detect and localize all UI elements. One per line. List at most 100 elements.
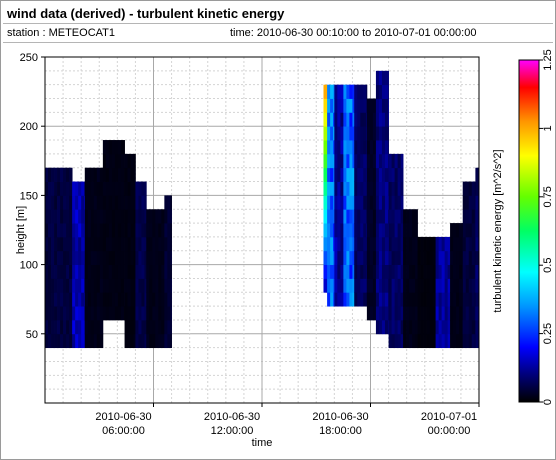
heatmap-cell (133, 333, 136, 349)
heatmap-cell (397, 250, 402, 265)
time-range-label: time: 2010-06-30 00:10:00 to 2010-07-01 … (230, 27, 477, 39)
heatmap-cell (352, 167, 355, 182)
heatmap-cell (394, 319, 399, 335)
heatmap-cell (357, 264, 361, 279)
heatmap-cell (57, 264, 61, 279)
heatmap-cell (447, 264, 451, 279)
heatmap-cell (381, 70, 386, 86)
heatmap-cell (453, 292, 457, 307)
heatmap-cell (340, 112, 344, 127)
heatmap-cell (417, 250, 421, 265)
heatmap-cell (403, 236, 407, 252)
heatmap-cell (51, 319, 55, 335)
heatmap-cell (394, 264, 399, 279)
heatmap-cell (90, 181, 95, 196)
heatmap-cell (462, 333, 467, 349)
heatmap-cell (444, 250, 449, 265)
heatmap-cell (99, 195, 104, 210)
heatmap-cell (90, 306, 95, 321)
heatmap-cell (141, 319, 145, 335)
heatmap-cell (417, 333, 421, 349)
heatmap-cell (144, 264, 147, 279)
heatmap-cell (397, 236, 402, 252)
heatmap-cell (366, 250, 368, 265)
heatmap-cell (420, 250, 424, 265)
heatmap-cell (354, 250, 358, 265)
heatmap-cell (90, 292, 95, 307)
heatmap-cell (450, 319, 454, 335)
heatmap-cell (343, 223, 347, 238)
heatmap-cell (60, 319, 64, 335)
heatmap-cell (120, 167, 125, 182)
heatmap-cell (378, 98, 383, 113)
heatmap-cell (146, 250, 150, 265)
heatmap-cell (354, 236, 358, 252)
heatmap-cell (81, 264, 85, 279)
heatmap-cell (130, 250, 135, 265)
heatmap-cell (84, 181, 86, 196)
heatmap-cell (161, 209, 165, 224)
heatmap-cell (323, 223, 327, 238)
heatmap-cell (164, 195, 168, 210)
heatmap-cell (363, 195, 367, 210)
heatmap-cell (75, 264, 79, 279)
heatmap-cell (397, 153, 402, 169)
heatmap-cell (327, 126, 331, 141)
heatmap-cell (158, 223, 162, 238)
heatmap-cell (387, 223, 389, 238)
heatmap-cell (99, 319, 104, 335)
heatmap-cell (409, 292, 413, 307)
heatmap-cell (108, 264, 113, 279)
heatmap-cell (381, 250, 386, 265)
heatmap-cell (149, 209, 153, 224)
heatmap-cell (164, 333, 168, 349)
heatmap-cell (152, 333, 156, 349)
heatmap-cell (146, 209, 150, 224)
heatmap-cell (138, 209, 142, 224)
heatmap-cell (133, 223, 136, 238)
heatmap-cell (453, 333, 457, 349)
heatmap-cell (327, 223, 331, 238)
heatmap-cell (170, 278, 172, 293)
heatmap-cell (114, 278, 119, 293)
heatmap-cell (102, 181, 107, 196)
heatmap-cell (475, 167, 479, 182)
heatmap-cell (366, 126, 368, 141)
heatmap-cell (474, 250, 476, 265)
heatmap-cell (72, 264, 76, 279)
heatmap-cell (57, 195, 61, 210)
heatmap-cell (369, 306, 374, 321)
heatmap-cell (456, 306, 460, 321)
heatmap-cell (57, 250, 61, 265)
heatmap-cell (360, 112, 364, 127)
heatmap-cell (409, 333, 413, 349)
heatmap-cell (459, 319, 463, 335)
heatmap-cell (441, 292, 446, 307)
heatmap-cell (388, 223, 392, 238)
heatmap-cell (146, 236, 150, 252)
heatmap-cell (475, 250, 479, 265)
heatmap-cell (394, 306, 399, 321)
heatmap-cell (441, 236, 446, 252)
heatmap-cell (474, 333, 476, 349)
heatmap-cell (384, 84, 389, 99)
heatmap-cell (330, 195, 334, 210)
heatmap-cell (164, 223, 168, 238)
heatmap-cell (135, 195, 139, 210)
heatmap-cell (144, 319, 147, 335)
heatmap-cell (453, 223, 457, 238)
heatmap-cell (391, 333, 396, 349)
heatmap-cell (90, 278, 95, 293)
heatmap-cell (334, 181, 338, 196)
heatmap-cell (60, 333, 64, 349)
heatmap-cell (366, 292, 371, 307)
heatmap-cell (381, 140, 386, 155)
heatmap-cell (330, 250, 334, 265)
heatmap-cell (394, 278, 399, 293)
colorbar-tick-label: 0.25 (542, 323, 554, 344)
heatmap-cell (60, 278, 64, 293)
heatmap-cell (75, 319, 79, 335)
heatmap-cell (72, 236, 76, 252)
heatmap-cell (450, 306, 454, 321)
heatmap-cell (84, 223, 89, 238)
